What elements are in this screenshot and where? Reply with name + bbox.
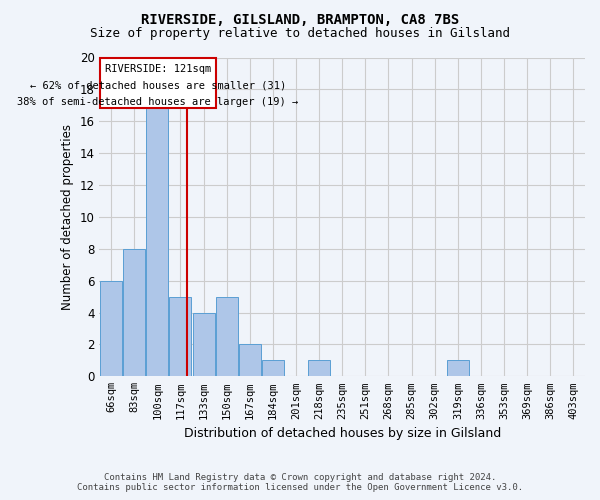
FancyBboxPatch shape — [100, 58, 216, 108]
Bar — [193, 312, 215, 376]
Text: ← 62% of detached houses are smaller (31): ← 62% of detached houses are smaller (31… — [30, 80, 286, 90]
Bar — [447, 360, 469, 376]
Text: 38% of semi-detached houses are larger (19) →: 38% of semi-detached houses are larger (… — [17, 97, 299, 107]
Bar — [308, 360, 330, 376]
Bar — [169, 296, 191, 376]
Bar — [262, 360, 284, 376]
Text: Contains HM Land Registry data © Crown copyright and database right 2024.
Contai: Contains HM Land Registry data © Crown c… — [77, 473, 523, 492]
Y-axis label: Number of detached properties: Number of detached properties — [61, 124, 74, 310]
Bar — [239, 344, 261, 376]
Text: RIVERSIDE, GILSLAND, BRAMPTON, CA8 7BS: RIVERSIDE, GILSLAND, BRAMPTON, CA8 7BS — [141, 12, 459, 26]
Text: RIVERSIDE: 121sqm: RIVERSIDE: 121sqm — [105, 64, 211, 74]
Bar — [146, 106, 168, 376]
Bar — [215, 296, 238, 376]
X-axis label: Distribution of detached houses by size in Gilsland: Distribution of detached houses by size … — [184, 427, 501, 440]
Bar — [100, 280, 122, 376]
Text: Size of property relative to detached houses in Gilsland: Size of property relative to detached ho… — [90, 28, 510, 40]
Bar — [123, 249, 145, 376]
